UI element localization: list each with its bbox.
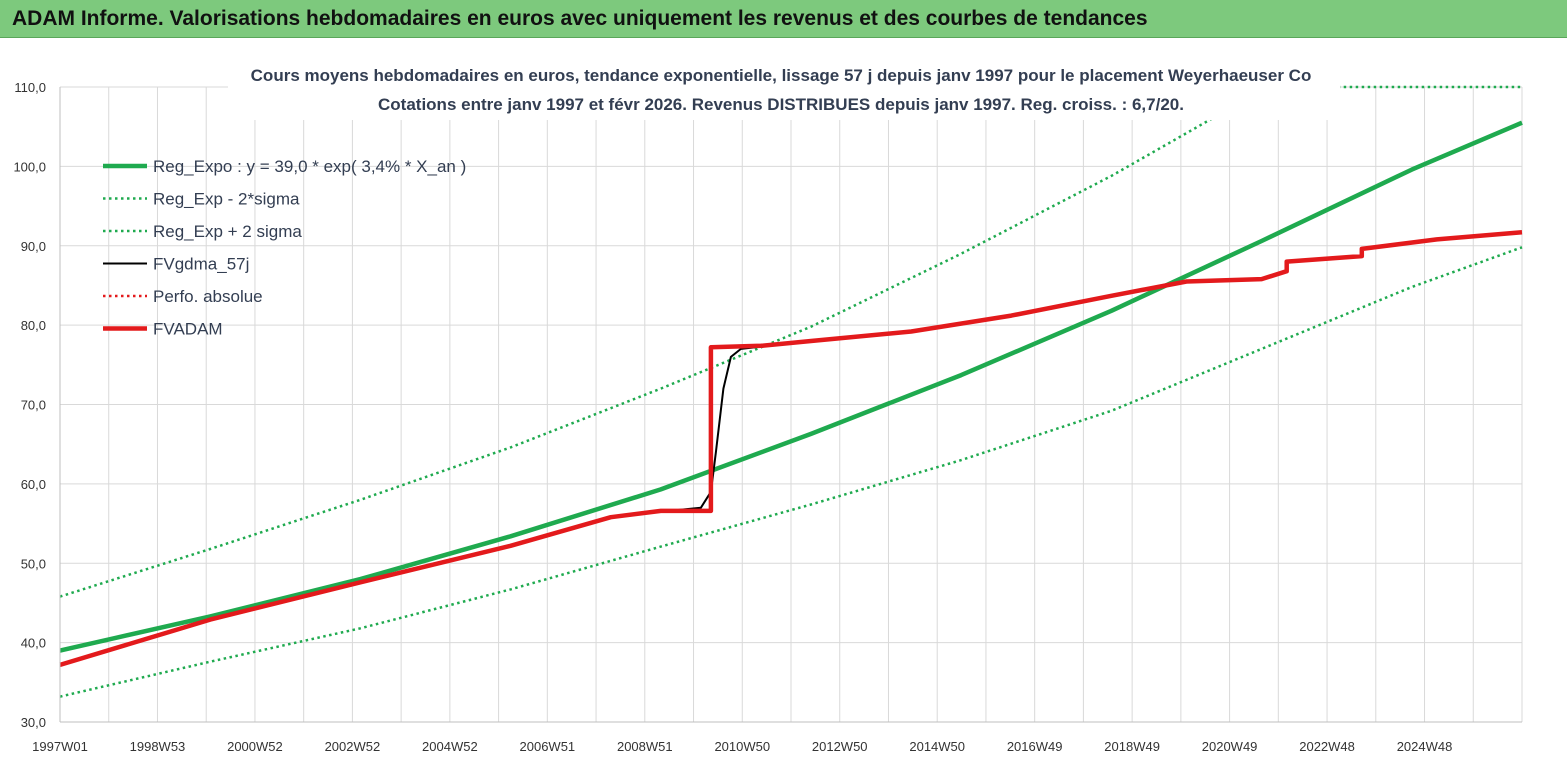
x-tick-label: 2016W49 bbox=[1007, 739, 1063, 754]
x-tick-label: 2000W52 bbox=[227, 739, 283, 754]
y-tick-label: 80,0 bbox=[21, 318, 46, 333]
series-layer bbox=[59, 85, 1523, 698]
legend-label: FVADAM bbox=[153, 320, 223, 339]
y-tick-label: 40,0 bbox=[21, 636, 46, 651]
legend-label: Reg_Exp - 2*sigma bbox=[153, 190, 300, 209]
x-tick-label: 2024W48 bbox=[1397, 739, 1453, 754]
chart-subtitle: Cotations entre janv 1997 et févr 2026. … bbox=[378, 95, 1184, 114]
axis-labels: 30,0 40,0 50,0 60,0 70,0 80,0 90,0 100,0 110,0 19… bbox=[13, 80, 1522, 754]
chart-area: 30,0 40,0 50,0 60,0 70,0 80,0 90,0 100,0 110,0 19… bbox=[0, 38, 1567, 783]
chart-title-box bbox=[228, 60, 1340, 120]
x-tick-label: 2010W50 bbox=[714, 739, 770, 754]
legend-label: Reg_Expo : y = 39,0 * exp( 3,4% * X_an ) bbox=[153, 157, 466, 176]
legend-label: Reg_Exp + 2 sigma bbox=[153, 222, 302, 241]
x-tick-label: 2008W51 bbox=[617, 739, 673, 754]
x-tick-label: 2022W48 bbox=[1299, 739, 1355, 754]
y-tick-label: 70,0 bbox=[21, 398, 46, 413]
series-line bbox=[59, 120, 1523, 653]
series-line bbox=[59, 246, 1523, 698]
x-tick-label: 2014W50 bbox=[909, 739, 965, 754]
x-tick-label: 2012W50 bbox=[812, 739, 868, 754]
x-tick-label: 2006W51 bbox=[520, 739, 576, 754]
series-line bbox=[59, 230, 1523, 668]
y-tick-label: 30,0 bbox=[21, 715, 46, 730]
x-tick-label: 2002W52 bbox=[325, 739, 381, 754]
y-tick-label: 90,0 bbox=[21, 239, 46, 254]
chart-background bbox=[0, 38, 1567, 783]
y-tick-label: 100,0 bbox=[13, 159, 46, 174]
chart-title: Cours moyens hebdomadaires en euros, ten… bbox=[251, 66, 1312, 85]
y-tick-label: 110,0 bbox=[14, 80, 46, 95]
legend-label: FVgdma_57j bbox=[153, 255, 249, 274]
series-line bbox=[660, 345, 762, 513]
x-tick-label: 2018W49 bbox=[1104, 739, 1160, 754]
report-header: ADAM Informe. Valorisations hebdomadaire… bbox=[0, 0, 1567, 38]
legend-label: Perfo. absolue bbox=[153, 287, 263, 306]
x-tick-label: 1998W53 bbox=[130, 739, 186, 754]
report-title: ADAM Informe. Valorisations hebdomadaire… bbox=[12, 7, 1148, 30]
y-tick-label: 50,0 bbox=[21, 556, 46, 571]
x-tick-label: 2020W49 bbox=[1202, 739, 1258, 754]
legend: Reg_Expo : y = 39,0 * exp( 3,4% * X_an )… bbox=[103, 157, 466, 339]
series-line bbox=[59, 85, 1522, 598]
y-tick-label: 60,0 bbox=[21, 477, 46, 492]
x-tick-label: 1997W01 bbox=[32, 739, 88, 754]
x-tick-label: 2004W52 bbox=[422, 739, 478, 754]
